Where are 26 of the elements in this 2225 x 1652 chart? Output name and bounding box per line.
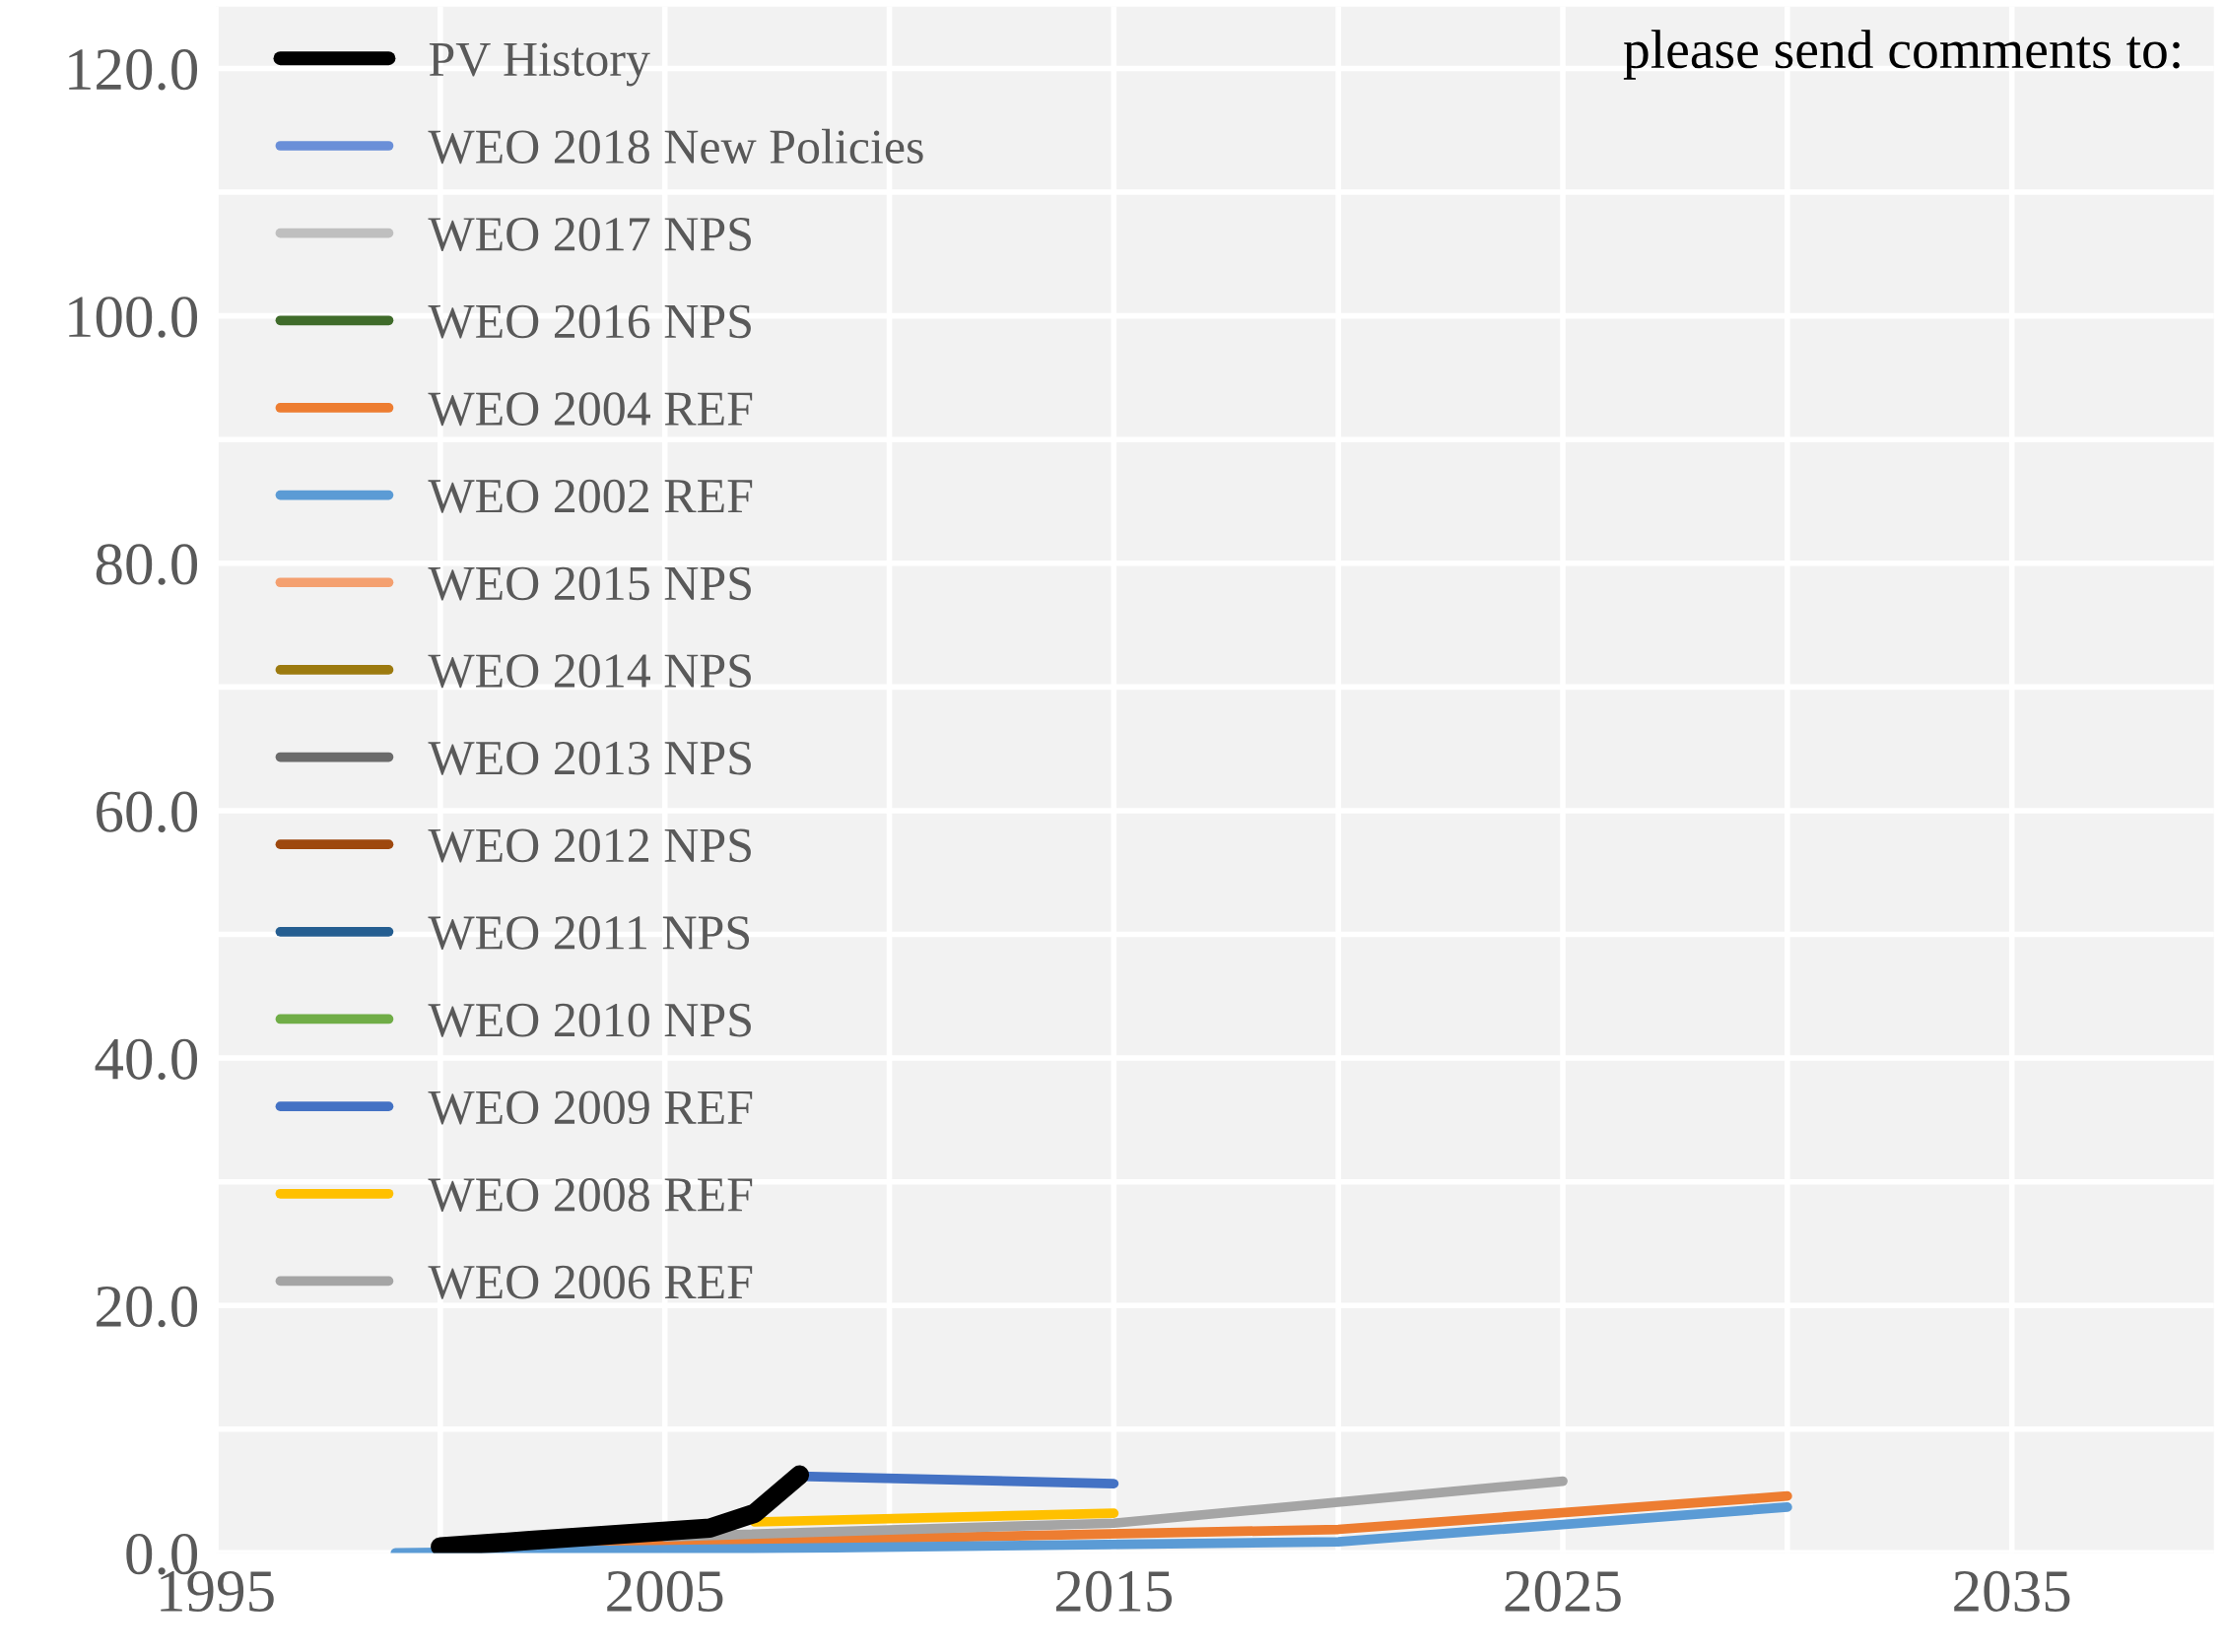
y-tick-label: 100.0 bbox=[69, 297, 198, 338]
x-tick-label: 2005 bbox=[607, 1570, 723, 1613]
legend-label: WEO 2018 New Policies bbox=[428, 128, 923, 165]
x-tick-label: 2025 bbox=[1505, 1570, 1621, 1613]
y-tick-label: 40.0 bbox=[95, 1038, 198, 1081]
legend-label: WEO 2004 REF bbox=[428, 392, 753, 427]
legend-label: WEO 2011 NPS bbox=[428, 916, 750, 951]
legend-label: WEO 2015 NPS bbox=[428, 566, 751, 601]
y-tick-label: 60.0 bbox=[97, 791, 198, 833]
annotation: please send comments to: bbox=[1623, 30, 2180, 80]
legend-label: WEO 2013 NPS bbox=[428, 741, 751, 775]
legend-label: WEO 2009 REF bbox=[428, 1090, 753, 1125]
legend-label: WEO 2008 REF bbox=[428, 1178, 753, 1213]
legend-label: WEO 2010 NPS bbox=[428, 1003, 751, 1037]
legend-label: WEO 2012 NPS bbox=[428, 828, 751, 863]
x-tick-label: 2015 bbox=[1055, 1570, 1173, 1613]
x-tick-label: 2035 bbox=[1954, 1570, 2070, 1613]
legend-label: PV History bbox=[429, 42, 650, 87]
y-tick-label: 120.0 bbox=[69, 49, 198, 91]
y-tick-label: 80.0 bbox=[96, 544, 198, 585]
legend-label: WEO 2016 NPS bbox=[428, 304, 751, 339]
legend-label: WEO 2017 NPS bbox=[428, 217, 751, 251]
legend-label: WEO 2002 REF bbox=[428, 479, 753, 513]
y-tick-label: 20.0 bbox=[97, 1286, 198, 1328]
legend-label: WEO 2014 NPS bbox=[428, 654, 751, 689]
legend-label: WEO 2006 REF bbox=[428, 1265, 753, 1299]
